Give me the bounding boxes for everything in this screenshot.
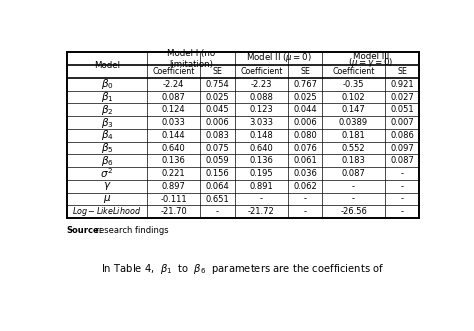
Text: 0.897: 0.897 xyxy=(162,182,186,191)
Text: 0.044: 0.044 xyxy=(293,105,317,114)
Text: SE: SE xyxy=(213,67,222,76)
Text: $Log-LikeLihood$: $Log-LikeLihood$ xyxy=(73,205,142,218)
Text: 0.064: 0.064 xyxy=(206,182,229,191)
Text: $\beta_0$: $\beta_0$ xyxy=(100,77,113,91)
Text: $\beta_2$: $\beta_2$ xyxy=(100,103,113,117)
Text: $\mu$: $\mu$ xyxy=(103,193,111,205)
Text: $\beta_5$: $\beta_5$ xyxy=(100,141,113,155)
Text: -: - xyxy=(260,195,263,204)
Text: 0.552: 0.552 xyxy=(342,144,365,153)
Text: 0.183: 0.183 xyxy=(342,156,365,165)
Text: 0.921: 0.921 xyxy=(390,80,414,89)
Text: 0.767: 0.767 xyxy=(293,80,317,89)
Bar xyxy=(66,52,419,218)
Text: 0.640: 0.640 xyxy=(162,144,186,153)
Text: $\gamma$: $\gamma$ xyxy=(103,180,111,192)
Text: -0.111: -0.111 xyxy=(161,195,187,204)
Text: 0.087: 0.087 xyxy=(342,169,365,178)
Text: 0.086: 0.086 xyxy=(390,131,414,140)
Text: 0.083: 0.083 xyxy=(206,131,229,140)
Text: 0.102: 0.102 xyxy=(342,93,365,102)
Text: Coefficient: Coefficient xyxy=(153,67,195,76)
Text: $\sigma^2$: $\sigma^2$ xyxy=(100,166,113,180)
Text: -2.24: -2.24 xyxy=(163,80,184,89)
Text: $\beta_1$: $\beta_1$ xyxy=(100,90,113,104)
Text: 0.156: 0.156 xyxy=(206,169,229,178)
Text: -: - xyxy=(352,182,355,191)
Text: 0.061: 0.061 xyxy=(293,156,317,165)
Text: 0.891: 0.891 xyxy=(249,182,273,191)
Text: 0.651: 0.651 xyxy=(206,195,229,204)
Text: 0.045: 0.045 xyxy=(206,105,229,114)
Text: -: - xyxy=(401,195,403,204)
Text: 0.027: 0.027 xyxy=(390,93,414,102)
Text: $\beta_3$: $\beta_3$ xyxy=(100,116,113,129)
Text: 0.124: 0.124 xyxy=(162,105,186,114)
Text: Coefficient: Coefficient xyxy=(240,67,283,76)
Text: Model III: Model III xyxy=(353,52,389,61)
Text: -21.72: -21.72 xyxy=(248,207,275,216)
Text: 0.076: 0.076 xyxy=(293,144,317,153)
Text: -21.70: -21.70 xyxy=(160,207,187,216)
Text: 0.087: 0.087 xyxy=(390,156,414,165)
Text: $(\mu=\gamma=0)$: $(\mu=\gamma=0)$ xyxy=(348,56,393,69)
Text: Coefficient: Coefficient xyxy=(332,67,375,76)
Text: 0.144: 0.144 xyxy=(162,131,186,140)
Text: 0.181: 0.181 xyxy=(342,131,365,140)
Text: 3.033: 3.033 xyxy=(249,118,273,127)
Text: 0.062: 0.062 xyxy=(293,182,317,191)
Text: 0.007: 0.007 xyxy=(390,118,414,127)
Text: Model I (no
limitation): Model I (no limitation) xyxy=(167,49,215,69)
Text: 0.059: 0.059 xyxy=(206,156,229,165)
Text: 0.136: 0.136 xyxy=(162,156,186,165)
Text: 0.754: 0.754 xyxy=(206,80,229,89)
Text: -: - xyxy=(401,182,403,191)
Text: 0.221: 0.221 xyxy=(162,169,186,178)
Text: 0.0389: 0.0389 xyxy=(339,118,368,127)
Text: 0.097: 0.097 xyxy=(390,144,414,153)
Text: -: - xyxy=(401,169,403,178)
Text: 0.123: 0.123 xyxy=(249,105,273,114)
Text: 0.080: 0.080 xyxy=(293,131,317,140)
Text: 0.147: 0.147 xyxy=(342,105,365,114)
Text: -0.35: -0.35 xyxy=(343,80,365,89)
Text: SE: SE xyxy=(300,67,310,76)
Text: 0.195: 0.195 xyxy=(249,169,273,178)
Text: 0.006: 0.006 xyxy=(206,118,229,127)
Text: -: - xyxy=(352,195,355,204)
Text: -: - xyxy=(304,195,307,204)
Text: 0.025: 0.025 xyxy=(206,93,229,102)
Text: Model: Model xyxy=(94,61,120,70)
Text: 0.136: 0.136 xyxy=(249,156,273,165)
Text: Source:: Source: xyxy=(66,226,103,235)
Text: -: - xyxy=(401,207,403,216)
Text: Model II $(\mu=0)$: Model II $(\mu=0)$ xyxy=(246,51,311,64)
Text: research findings: research findings xyxy=(93,226,169,235)
Text: 0.087: 0.087 xyxy=(162,93,186,102)
Text: -: - xyxy=(216,207,219,216)
Text: 0.075: 0.075 xyxy=(206,144,229,153)
Text: $\beta_6$: $\beta_6$ xyxy=(100,154,113,168)
Text: -26.56: -26.56 xyxy=(340,207,367,216)
Text: SE: SE xyxy=(397,67,407,76)
Text: 0.148: 0.148 xyxy=(249,131,273,140)
Text: 0.088: 0.088 xyxy=(249,93,273,102)
Text: -2.23: -2.23 xyxy=(251,80,272,89)
Text: -: - xyxy=(304,207,307,216)
Text: In Table 4,  $\beta_1$  to  $\beta_6$  parameters are the coefficients of: In Table 4, $\beta_1$ to $\beta_6$ param… xyxy=(101,262,384,276)
Text: 0.006: 0.006 xyxy=(293,118,317,127)
Text: 0.033: 0.033 xyxy=(162,118,186,127)
Text: 0.036: 0.036 xyxy=(293,169,317,178)
Text: $\beta_4$: $\beta_4$ xyxy=(100,128,113,142)
Text: 0.640: 0.640 xyxy=(249,144,273,153)
Text: 0.025: 0.025 xyxy=(293,93,317,102)
Text: 0.051: 0.051 xyxy=(390,105,414,114)
